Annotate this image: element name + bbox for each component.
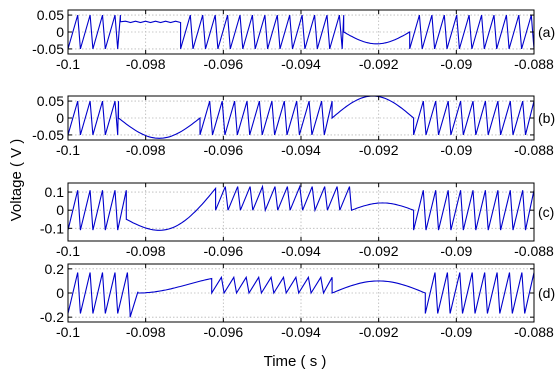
x-tick-label: -0.088 <box>514 56 554 72</box>
x-tick-label: -0.088 <box>514 243 554 259</box>
x-tick-label: -0.09 <box>440 56 472 72</box>
x-tick-label: -0.098 <box>126 324 166 340</box>
x-tick-label: -0.094 <box>281 142 321 158</box>
x-tick-label: -0.09 <box>440 142 472 158</box>
x-tick-label: -0.098 <box>126 56 166 72</box>
y-tick-label: -0.1 <box>40 220 64 236</box>
y-tick-label: 0 <box>56 110 64 126</box>
chart-panels: -0.1 -0.098 -0.096 -0.094 -0.092 -0.09 -0.088 0… <box>32 7 555 340</box>
x-tick-label: -0.094 <box>281 56 321 72</box>
x-tick-label: -0.094 <box>281 243 321 259</box>
x-tick-label: -0.096 <box>203 243 243 259</box>
y-tick-label: -0.05 <box>32 41 64 57</box>
x-tick-label: -0.088 <box>514 324 554 340</box>
x-tick-label: -0.092 <box>359 142 399 158</box>
y-tick-label: 0.05 <box>37 7 64 23</box>
x-tick-label: -0.096 <box>203 56 243 72</box>
y-tick-label: 0 <box>56 24 64 40</box>
y-tick-label: 0.2 <box>45 261 65 277</box>
y-axis-label: Voltage ( V ) <box>8 139 25 222</box>
panel-label: (a) <box>538 24 555 40</box>
x-tick-label: -0.1 <box>56 142 80 158</box>
x-tick-label: -0.088 <box>514 142 554 158</box>
x-tick-label: -0.1 <box>56 324 80 340</box>
signal-trace <box>68 96 534 139</box>
y-tick-label: 0 <box>56 285 64 301</box>
chart-panel: -0.1 -0.098 -0.096 -0.094 -0.092 -0.09 -0.088 0… <box>40 182 554 259</box>
x-tick-label: -0.1 <box>56 56 80 72</box>
x-tick-label: -0.096 <box>203 142 243 158</box>
x-tick-label: -0.1 <box>56 243 80 259</box>
y-tick-label: 0.1 <box>45 184 65 200</box>
chart-panel: -0.1 -0.098 -0.096 -0.094 -0.092 -0.09 -0.088 0… <box>40 261 555 340</box>
x-tick-label: -0.092 <box>359 56 399 72</box>
panel-label: (c) <box>538 204 554 220</box>
x-tick-label: -0.092 <box>359 243 399 259</box>
x-tick-label: -0.09 <box>440 324 472 340</box>
x-tick-label: -0.096 <box>203 324 243 340</box>
signal-trace <box>68 14 534 50</box>
x-tick-label: -0.094 <box>281 324 321 340</box>
x-tick-label: -0.09 <box>440 243 472 259</box>
signal-trace <box>68 184 534 231</box>
panel-label: (b) <box>538 110 555 126</box>
y-tick-label: 0 <box>56 202 64 218</box>
chart-panel: -0.1 -0.098 -0.096 -0.094 -0.092 -0.09 -0.088 0… <box>32 93 555 158</box>
panel-label: (d) <box>538 285 555 301</box>
x-tick-label: -0.092 <box>359 324 399 340</box>
y-tick-label: 0.05 <box>37 93 64 109</box>
y-tick-label: -0.05 <box>32 127 64 143</box>
x-tick-label: -0.098 <box>126 243 166 259</box>
x-tick-label: -0.098 <box>126 142 166 158</box>
x-axis-label: Time ( s ) <box>264 353 327 370</box>
chart-panel: -0.1 -0.098 -0.096 -0.094 -0.092 -0.09 -0.088 0… <box>32 7 555 72</box>
y-tick-label: -0.2 <box>40 309 64 325</box>
signal-trace <box>68 272 534 318</box>
